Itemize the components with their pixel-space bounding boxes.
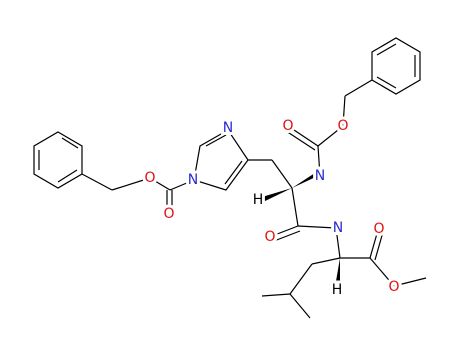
- bond: [393, 277, 427, 287]
- atom-label: O: [282, 118, 293, 134]
- benzene-ring: [33, 131, 83, 189]
- atom-label: O: [388, 279, 399, 295]
- bond: [271, 159, 293, 189]
- atom-label: N: [223, 120, 233, 136]
- atom-labels: N N O O O O N H O N O O H: [141, 115, 402, 301]
- atom-label: N: [188, 172, 198, 188]
- atom-label: O: [264, 229, 275, 245]
- atom-label: N: [315, 168, 325, 184]
- bond: [169, 179, 195, 191]
- wedge-bond: [262, 188, 292, 202]
- bond: [369, 257, 395, 287]
- bond: [271, 225, 299, 237]
- bond: [149, 177, 171, 191]
- bond: [311, 257, 341, 265]
- bond: [297, 225, 337, 229]
- atom-label: O: [337, 118, 348, 134]
- wedge-bond: [335, 258, 340, 287]
- atom-label: H: [332, 282, 343, 298]
- wedge-bond: [292, 171, 320, 188]
- atom-label: N: [333, 220, 343, 236]
- bond: [81, 173, 113, 191]
- double-bond: [57, 169, 78, 183]
- bond: [289, 263, 313, 295]
- bond: [289, 293, 311, 319]
- double-bond: [374, 231, 384, 261]
- double-bond: [285, 130, 316, 151]
- bond: [344, 79, 373, 97]
- imidazole-ring: [193, 129, 249, 191]
- atom-label: H: [253, 192, 264, 208]
- double-bond: [376, 76, 397, 89]
- bond: [369, 229, 379, 259]
- bond: [287, 125, 319, 147]
- double-bond: [205, 134, 227, 147]
- atom-label: O: [144, 170, 155, 186]
- bond: [111, 177, 151, 191]
- bond: [261, 293, 291, 297]
- atom-label: O: [373, 221, 384, 237]
- double-bond: [224, 160, 243, 185]
- benzene-ring: [371, 37, 421, 95]
- bond: [317, 125, 344, 147]
- double-bond: [376, 43, 397, 56]
- double-bond: [61, 137, 79, 149]
- bond: [317, 145, 321, 177]
- bond: [291, 187, 299, 227]
- bond: [342, 95, 346, 127]
- atom-label: O: [163, 206, 174, 222]
- bonds: [33, 37, 427, 319]
- bond: [335, 227, 341, 259]
- double-bond: [273, 230, 301, 242]
